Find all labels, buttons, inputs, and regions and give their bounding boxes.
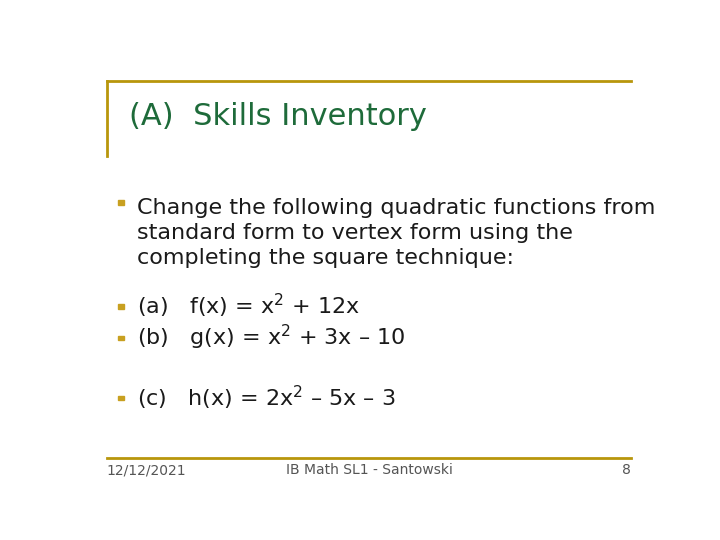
Bar <box>118 305 124 309</box>
Bar <box>118 335 124 340</box>
Text: (c)   h(x) = 2x$^2$ – 5x – 3: (c) h(x) = 2x$^2$ – 5x – 3 <box>138 383 396 411</box>
Bar <box>118 200 124 205</box>
Text: (a)   f(x) = x$^2$ + 12x: (a) f(x) = x$^2$ + 12x <box>138 292 360 320</box>
Text: 8: 8 <box>622 463 631 477</box>
Bar <box>118 396 124 401</box>
Text: completing the square technique:: completing the square technique: <box>138 248 514 268</box>
Text: IB Math SL1 - Santowski: IB Math SL1 - Santowski <box>286 463 452 477</box>
Text: (b)   g(x) = x$^2$ + 3x – 10: (b) g(x) = x$^2$ + 3x – 10 <box>138 322 406 352</box>
Text: Change the following quadratic functions from: Change the following quadratic functions… <box>138 198 656 218</box>
Text: 12/12/2021: 12/12/2021 <box>107 463 186 477</box>
Text: (A)  Skills Inventory: (A) Skills Inventory <box>129 102 427 131</box>
Text: standard form to vertex form using the: standard form to vertex form using the <box>138 223 573 243</box>
